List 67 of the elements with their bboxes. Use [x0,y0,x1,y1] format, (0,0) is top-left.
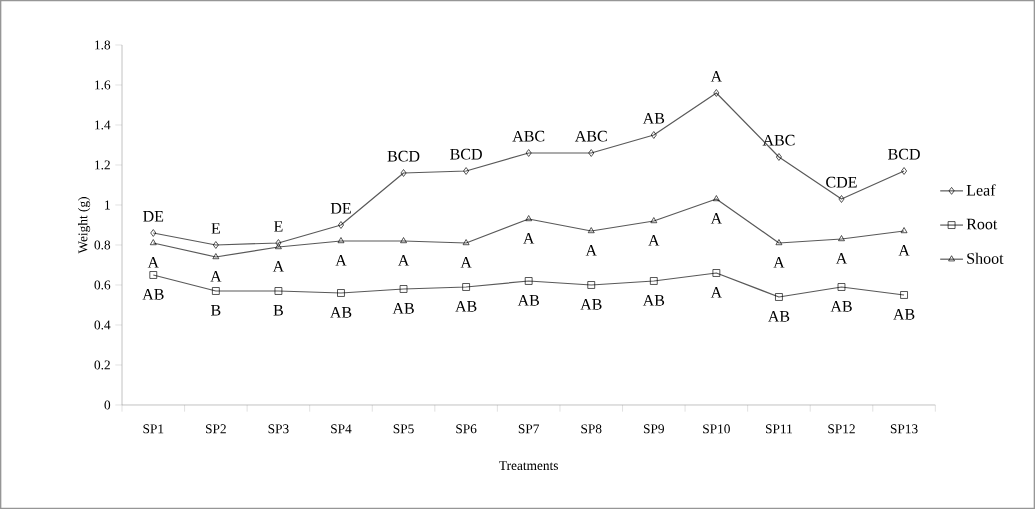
annotation: CDE [826,176,857,188]
annotation: A [210,271,222,282]
y-tick-label: 0 [104,400,111,410]
annotation: AB [455,301,477,312]
annotation: ABC [762,134,795,146]
legend-label: Root [966,218,998,230]
y-tick-label: 0.2 [94,360,110,370]
annotation: A [523,233,535,244]
x-tick-label: SP4 [331,424,352,434]
x-tick-label: SP9 [643,424,665,434]
annotation: A [147,257,159,268]
x-tick-label: SP11 [765,424,792,434]
annotation: AB [642,295,665,306]
y-tick-label: 1.6 [95,80,111,90]
annotation: A [272,261,285,272]
legend-label: Shoot [967,252,1004,264]
annotation: AB [392,303,414,314]
x-tick-label: SP8 [581,424,602,434]
x-tick-label: SP10 [703,424,730,434]
x-tick-label: SP2 [206,424,226,434]
y-tick-label: 0.6 [94,280,111,290]
annotation: A [835,253,848,264]
x-tick-label: SP6 [456,424,477,434]
x-tick-label: SP1 [143,424,164,434]
x-tick-label: SP5 [393,424,414,434]
annotation: AB [142,289,164,300]
annotation: B [273,305,283,316]
annotation: A [773,257,785,268]
y-axis-title: Weight (g) [78,197,91,254]
x-axis-title: Treatments [499,461,558,471]
annotation: A [898,245,910,256]
annotation: BCD [450,148,482,160]
annotation: E [273,221,283,232]
annotation: A [710,213,723,224]
annotation: BCD [387,150,420,162]
annotation: ABC [512,130,545,142]
annotation: A [710,71,723,82]
x-tick-label: SP12 [828,424,855,434]
annotation: AB [893,309,915,320]
annotation: AB [330,307,352,318]
y-tick-label: 1.4 [95,120,111,130]
x-tick-label: SP7 [518,424,540,434]
x-tick-label: SP13 [890,424,918,434]
annotation: A [335,255,347,266]
x-tick-label: SP3 [268,424,289,434]
annotation: AB [767,311,790,322]
annotation: E [211,223,220,234]
annotation: A [648,235,660,246]
annotation: A [460,257,472,268]
annotation: AB [517,295,539,306]
y-tick-label: 1.2 [95,160,110,170]
annotation: DE [143,211,164,222]
annotation: AB [642,113,665,124]
annotation: A [585,245,597,256]
annotation: A [710,287,723,298]
y-tick-label: 1.8 [95,40,111,50]
y-tick-label: 0.4 [94,320,111,330]
y-tick-label: 0.8 [94,240,111,250]
annotation: DE [330,203,351,214]
y-tick-label: 1 [105,200,110,210]
annotation: AB [830,301,852,312]
annotation: BCD [888,148,920,160]
legend-label: Leaf [966,184,996,196]
annotation: B [210,305,221,316]
annotation: ABC [574,130,607,142]
annotation: A [397,255,410,266]
annotation: AB [580,299,602,310]
